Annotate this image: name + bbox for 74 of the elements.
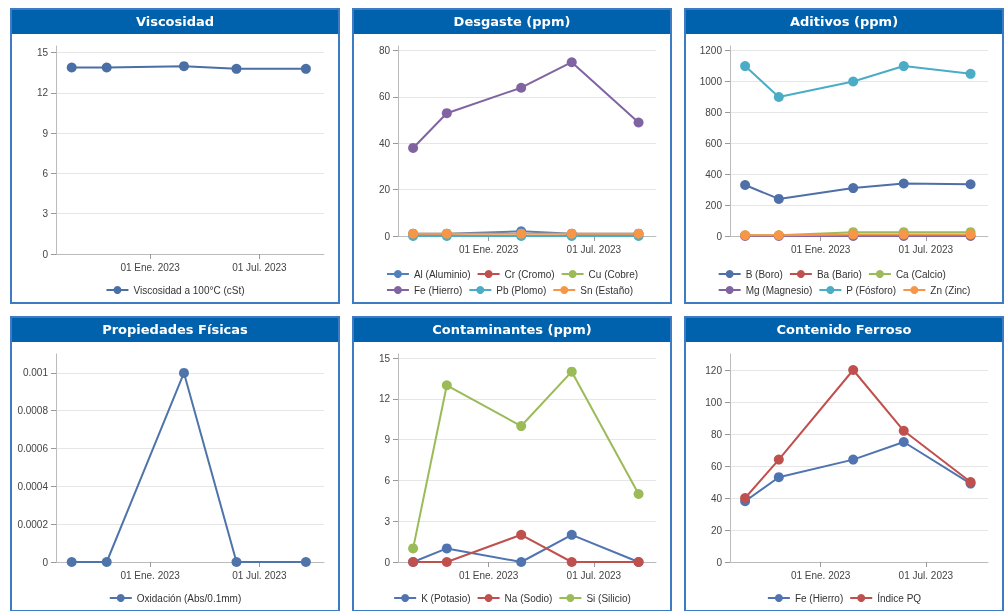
legend-label: Si (Silicio) [586,592,631,604]
y-tick-label: 0.0004 [17,480,49,492]
x-tick-label: 01 Jul. 2023 [566,243,622,255]
y-tick-label: 0.0006 [17,443,49,455]
x-tick-label: 01 Ene. 2023 [120,569,181,581]
y-tick-label: 80 [378,45,391,57]
legend-label: Cu (Cobre) [588,268,639,280]
y-tick-label: 6 [384,474,391,486]
chart-title: Contenido Ferroso [686,318,1002,342]
x-tick-label: 01 Jul. 2023 [232,261,288,273]
x-tick-label: 01 Ene. 2023 [790,243,851,255]
y-tick-label: 0.0002 [17,518,49,530]
y-tick-label: 600 [705,137,723,149]
x-tick-label: 01 Ene. 2023 [458,569,519,581]
x-tick-label: 01 Jul. 2023 [232,569,288,581]
legend-label: Viscosidad a 100°C (cSt) [133,284,245,296]
y-tick-label: 6 [42,167,49,179]
y-tick-label: 20 [710,524,723,536]
chart-title: Desgaste (ppm) [354,10,670,34]
y-tick-label: 9 [42,127,49,139]
y-tick-label: 0 [384,556,391,568]
y-tick-label: 0.0008 [17,405,49,417]
y-tick-label: 800 [705,106,723,118]
y-tick-label: 80 [710,428,723,440]
legend-label: K (Potasio) [421,592,471,604]
y-tick-label: 9 [384,434,391,446]
y-tick-label: 40 [378,137,391,149]
x-tick-label: 01 Jul. 2023 [898,569,954,581]
legend-label: Cr (Cromo) [504,268,555,280]
y-tick-label: 200 [705,199,723,211]
y-tick-label: 15 [36,47,49,59]
y-tick-label: 60 [710,460,723,472]
legend-label: Zn (Zinc) [930,284,971,296]
chart-title: Propiedades Físicas [12,318,338,342]
legend-label: B (Boro) [745,268,783,280]
y-tick-label: 1200 [699,45,723,57]
y-tick-label: 0 [716,230,723,242]
legend-label: Oxidación (Abs/0.1mm) [136,592,242,604]
legend-label: Mg (Magnesio) [745,284,813,296]
legend-label: Ca (Calcio) [895,268,946,280]
y-tick-label: 0 [42,556,49,568]
legend-label: P (Fósforo) [846,284,897,296]
x-tick-label: 01 Jul. 2023 [898,243,954,255]
chart-title: Contaminantes (ppm) [354,318,670,342]
y-tick-label: 60 [378,91,391,103]
chart-title: Viscosidad [12,10,338,34]
x-tick-label: 01 Ene. 2023 [458,243,519,255]
legend-label: Al (Aluminio) [413,268,471,280]
legend-label: Na (Sodio) [504,592,553,604]
y-tick-label: 40 [710,492,723,504]
y-tick-label: 120 [705,364,723,376]
y-tick-label: 15 [378,352,391,364]
y-tick-label: 0 [716,556,723,568]
y-tick-label: 3 [384,515,391,527]
y-tick-label: 0.001 [22,367,49,379]
y-tick-label: 1000 [699,76,723,88]
y-tick-label: 0 [384,230,391,242]
y-tick-label: 400 [705,168,723,180]
y-tick-label: 3 [42,208,49,220]
y-tick-label: 12 [36,87,49,99]
x-tick-label: 01 Ene. 2023 [120,261,181,273]
y-tick-label: 20 [378,184,391,196]
legend-label: Sn (Estaño) [580,284,634,296]
legend-label: Fe (Hierro) [413,284,463,296]
legend-label: Índice PQ [877,591,922,604]
y-tick-label: 0 [42,248,49,260]
y-tick-label: 100 [705,396,723,408]
legend-label: Pb (Plomo) [496,284,547,296]
y-tick-label: 12 [378,393,391,405]
x-tick-label: 01 Jul. 2023 [566,569,622,581]
legend-label: Ba (Bario) [816,268,862,280]
legend-label: Fe (Hierro) [794,592,844,604]
chart-title: Aditivos (ppm) [686,10,1002,34]
x-tick-label: 01 Ene. 2023 [790,569,851,581]
